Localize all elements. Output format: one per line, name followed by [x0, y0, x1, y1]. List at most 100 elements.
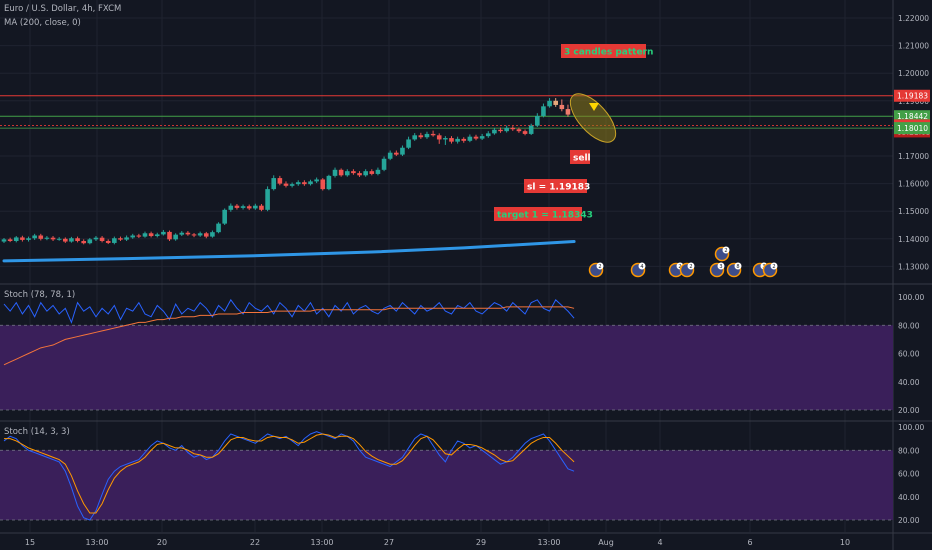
candle-body	[105, 241, 111, 243]
stoch2-tick-label: 60.00	[898, 470, 920, 479]
candle	[485, 131, 491, 138]
price-tick-label: 1.20000	[898, 69, 929, 78]
candle	[69, 236, 74, 243]
candle-body	[436, 135, 442, 140]
candle	[387, 150, 393, 161]
candle-body	[197, 233, 203, 236]
symbol-title[interactable]: Euro / U.S. Dollar, 4h, FXCM	[4, 4, 122, 14]
candle	[148, 231, 154, 238]
candle	[406, 136, 411, 150]
stoch1-legend[interactable]: Stoch (78, 78, 1)	[4, 290, 76, 300]
time-tick-label: 13:00	[537, 538, 560, 547]
candle-body	[118, 238, 123, 240]
candle-body	[271, 178, 277, 190]
candle	[277, 175, 283, 186]
sl-annotation-bg	[524, 179, 587, 193]
candle	[130, 233, 136, 239]
event-count-badge	[734, 262, 742, 270]
candle-body	[338, 169, 344, 176]
candle	[234, 204, 240, 210]
candle	[246, 204, 252, 211]
time-tick-label: 29	[476, 538, 486, 547]
candle	[203, 231, 209, 239]
event-count: 2	[772, 264, 775, 270]
time-tick-label: Aug	[598, 538, 614, 547]
candle	[136, 233, 142, 238]
price-tag-bg	[894, 110, 930, 123]
candle-body	[87, 239, 93, 244]
candle-body	[210, 232, 215, 237]
candle	[559, 99, 565, 112]
stoch1-tick-label: 40.00	[898, 378, 920, 387]
stoch2-tick-label: 100.00	[898, 423, 924, 432]
candle	[461, 137, 467, 143]
stoch2-tick-label: 40.00	[898, 493, 920, 502]
candle-body	[179, 232, 185, 235]
candle	[344, 169, 350, 177]
candle	[351, 169, 356, 175]
candle-body	[479, 136, 485, 139]
candle	[522, 129, 528, 136]
candle	[283, 181, 289, 188]
candle	[87, 237, 93, 245]
candle-body	[253, 205, 258, 209]
candle-body	[277, 178, 283, 184]
candle-body	[344, 171, 350, 176]
candle-body	[26, 238, 31, 240]
candle-body	[485, 133, 491, 137]
candle-body	[38, 235, 44, 239]
candle	[565, 104, 571, 117]
candle	[1, 237, 7, 243]
price-tick-label: 1.13000	[898, 262, 929, 271]
candle	[553, 98, 558, 107]
candle-body	[50, 237, 56, 240]
candle	[185, 231, 191, 236]
price-tag-bg	[894, 122, 930, 135]
candle	[430, 130, 436, 137]
target-annotation: target 1 = 1.18343	[497, 211, 593, 221]
candle-body	[20, 237, 25, 240]
event-count: 8	[736, 264, 739, 270]
event-count-badge	[596, 262, 604, 270]
time-tick-label: 13:00	[310, 538, 333, 547]
candle-body	[406, 139, 411, 148]
candle	[259, 204, 264, 212]
pattern-ellipse	[569, 93, 617, 143]
candle	[394, 150, 399, 156]
event-count-badge	[722, 246, 730, 254]
candle	[363, 169, 368, 177]
candle-body	[443, 138, 448, 140]
pattern-annotation: 3 candles pattern	[564, 48, 653, 58]
candle-body	[154, 234, 160, 237]
candle-body	[69, 238, 74, 242]
price-tick-label: 1.21000	[898, 42, 929, 51]
candle	[357, 171, 362, 177]
candle-body	[228, 205, 234, 210]
pattern-annotation-bg	[561, 44, 646, 58]
event-count-badge	[687, 262, 695, 270]
candle-body	[332, 169, 338, 176]
candle-body	[295, 182, 301, 185]
candle-body	[308, 181, 313, 185]
stoch2-legend[interactable]: Stoch (14, 3, 3)	[4, 427, 70, 437]
candle-body	[381, 158, 387, 170]
price-tag: 1.18442	[897, 112, 928, 121]
price-tick-label: 1.14000	[898, 235, 929, 244]
candle-body	[289, 184, 295, 186]
candle-body	[148, 233, 154, 237]
price-tick-label: 1.15000	[898, 207, 929, 216]
event-count: 3	[719, 264, 722, 270]
candle-body	[400, 147, 405, 155]
candle	[492, 127, 497, 135]
candle-body	[387, 152, 393, 159]
candle	[443, 136, 448, 145]
candle	[173, 233, 178, 241]
stoch1-series-line	[3, 298, 575, 324]
event-icon	[679, 262, 695, 278]
candle-body	[124, 237, 129, 240]
candle	[191, 233, 197, 238]
ma-legend[interactable]: MA (200, close, 0)	[4, 18, 81, 28]
time-tick-label: 10	[840, 538, 850, 547]
time-tick-label: 22	[250, 538, 260, 547]
